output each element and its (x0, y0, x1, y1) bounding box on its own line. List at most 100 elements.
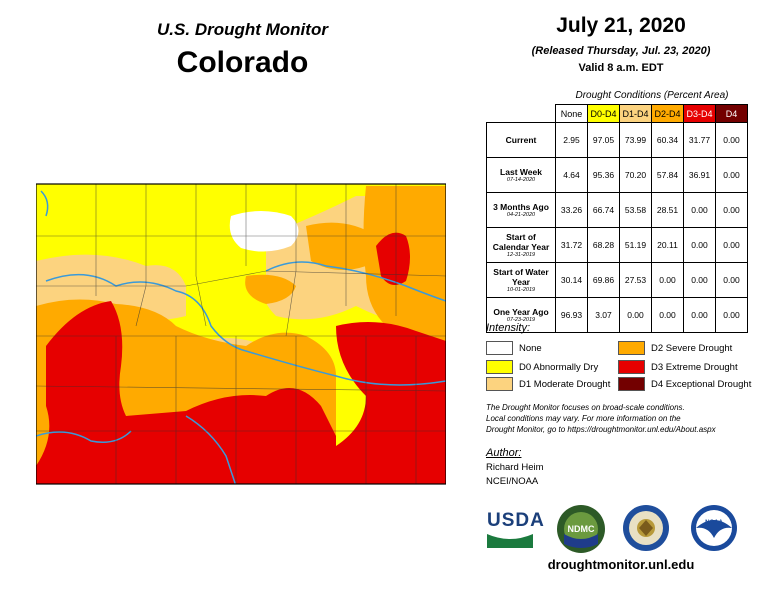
map-title: U.S. Drought Monitor (157, 20, 328, 39)
table-cell: 3.07 (587, 297, 620, 333)
table-cell: 0.00 (619, 297, 652, 333)
note-line: Local conditions may vary. For more info… (486, 414, 681, 423)
table-row: Start of Water Year 10-01-2019 30.14 69.8… (486, 262, 748, 298)
website-link[interactable]: droughtmonitor.unl.edu (547, 557, 695, 572)
table-cell: 0.00 (715, 262, 748, 298)
table-cell: 0.00 (683, 297, 716, 333)
table-cell: 0.00 (715, 157, 748, 193)
table-cell: 53.58 (619, 192, 652, 228)
table-header-blank (487, 105, 556, 123)
legend-swatch (486, 341, 513, 355)
legend-swatch (486, 360, 513, 374)
table-cell: 96.93 (555, 297, 588, 333)
drought-map (36, 183, 446, 485)
legend-label: D4 Exceptional Drought (651, 378, 752, 390)
noaa-logo: NOAA (691, 505, 737, 551)
author-name: Richard Heim (486, 462, 544, 473)
author-org: NCEI/NOAA (486, 476, 539, 487)
usda-logo-mark (487, 534, 533, 548)
legend-item-d0: D0 Abnormally Dry (486, 360, 598, 374)
col-header-none: None (555, 104, 588, 123)
legend-item-none: None (486, 341, 542, 355)
table-cell: 33.26 (555, 192, 588, 228)
d3-area-northeast (376, 232, 410, 285)
ndmc-logo: NDMC (557, 505, 605, 553)
note-line: Drought Monitor, go to https://droughtmo… (486, 425, 716, 434)
col-header-d1-d4: D1-D4 (619, 104, 652, 123)
legend-label: D1 Moderate Drought (519, 378, 611, 390)
table-cell: 31.77 (683, 122, 716, 158)
noaa-logo-text: NOAA (705, 520, 723, 526)
row-label: Start of Calendar Year 12-31-2019 (486, 227, 556, 263)
legend-label: D2 Severe Drought (651, 342, 733, 354)
table-cell: 36.91 (683, 157, 716, 193)
table-row: 3 Months Ago 04-21-2020 33.26 66.74 53.58… (486, 192, 748, 228)
legend-item-d4: D4 Exceptional Drought (618, 377, 751, 391)
col-header-d0-d4: D0-D4 (587, 104, 620, 123)
table-cell: 2.95 (555, 122, 588, 158)
d3-area-west (36, 301, 336, 484)
table-cell: 70.20 (619, 157, 652, 193)
valid-time: Valid 8 a.m. EDT (578, 62, 664, 74)
legend-swatch (486, 377, 513, 391)
note-line: The Drought Monitor focuses on broad-sca… (486, 403, 685, 412)
table-cell: 0.00 (683, 192, 716, 228)
col-header-d3-d4: D3-D4 (683, 104, 716, 123)
table-row: Last Week 07-14-2020 4.64 95.36 70.20 57.… (486, 157, 748, 193)
col-header-d2-d4: D2-D4 (651, 104, 684, 123)
col-header-d4: D4 (715, 104, 748, 123)
d2-area-center (245, 274, 296, 304)
table-header-row: None D0-D4 D1-D4 D2-D4 D3-D4 D4 (487, 104, 748, 123)
ndmc-logo-text: NDMC (568, 524, 595, 534)
table-cell: 0.00 (651, 297, 684, 333)
d2-area-north (306, 222, 378, 270)
table-cell: 27.53 (619, 262, 652, 298)
table-cell: 20.11 (651, 227, 684, 263)
report-date: July 21, 2020 (556, 14, 686, 37)
usda-logo: USDA (487, 510, 545, 553)
state-border (36, 183, 446, 485)
release-date: (Released Thursday, Jul. 23, 2020) (531, 45, 711, 57)
author-heading: Author: (486, 447, 522, 459)
drought-conditions-table: None D0-D4 D1-D4 D2-D4 D3-D4 D4 Current … (486, 104, 748, 333)
legend-title: Intensity: (486, 322, 531, 334)
usda-logo-text: USDA (487, 510, 545, 531)
d3-area-southeast (336, 322, 446, 484)
table-cell: 4.64 (555, 157, 588, 193)
table-cell: 66.74 (587, 192, 620, 228)
table-cell: 28.51 (651, 192, 684, 228)
table-row: Start of Calendar Year 12-31-2019 31.72 6… (486, 227, 748, 263)
table-cell: 68.28 (587, 227, 620, 263)
table-cell: 0.00 (683, 227, 716, 263)
disclaimer-note: The Drought Monitor focuses on broad-sca… (486, 402, 761, 435)
table-cell: 69.86 (587, 262, 620, 298)
row-label: Current (486, 122, 556, 158)
row-label: 3 Months Ago 04-21-2020 (486, 192, 556, 228)
table-cell: 0.00 (715, 297, 748, 333)
legend-item-d3: D3 Extreme Drought (618, 360, 738, 374)
table-cell: 0.00 (683, 262, 716, 298)
table-cell: 0.00 (651, 262, 684, 298)
none-area (229, 211, 299, 252)
table-cell: 95.36 (587, 157, 620, 193)
county-lines (36, 184, 446, 484)
table-caption: Drought Conditions (Percent Area) (575, 90, 729, 101)
table-cell: 0.00 (715, 122, 748, 158)
table-cell: 57.84 (651, 157, 684, 193)
row-label: Last Week 07-14-2020 (486, 157, 556, 193)
legend-label: None (519, 342, 542, 354)
legend-label: D0 Abnormally Dry (519, 361, 599, 373)
legend-item-d1: D1 Moderate Drought (486, 377, 610, 391)
river-rio-grande (185, 415, 237, 484)
legend-swatch (618, 377, 645, 391)
legend-swatch (618, 360, 645, 374)
state-name: Colorado (176, 46, 309, 79)
legend-item-d2: D2 Severe Drought (618, 341, 732, 355)
table-cell: 0.00 (715, 192, 748, 228)
table-cell: 0.00 (715, 227, 748, 263)
table-row: Current 2.95 97.05 73.99 60.34 31.77 0.0… (486, 122, 748, 158)
river-southwest (36, 430, 132, 443)
legend-swatch (618, 341, 645, 355)
table-cell: 60.34 (651, 122, 684, 158)
nebraska-logo (623, 505, 669, 551)
